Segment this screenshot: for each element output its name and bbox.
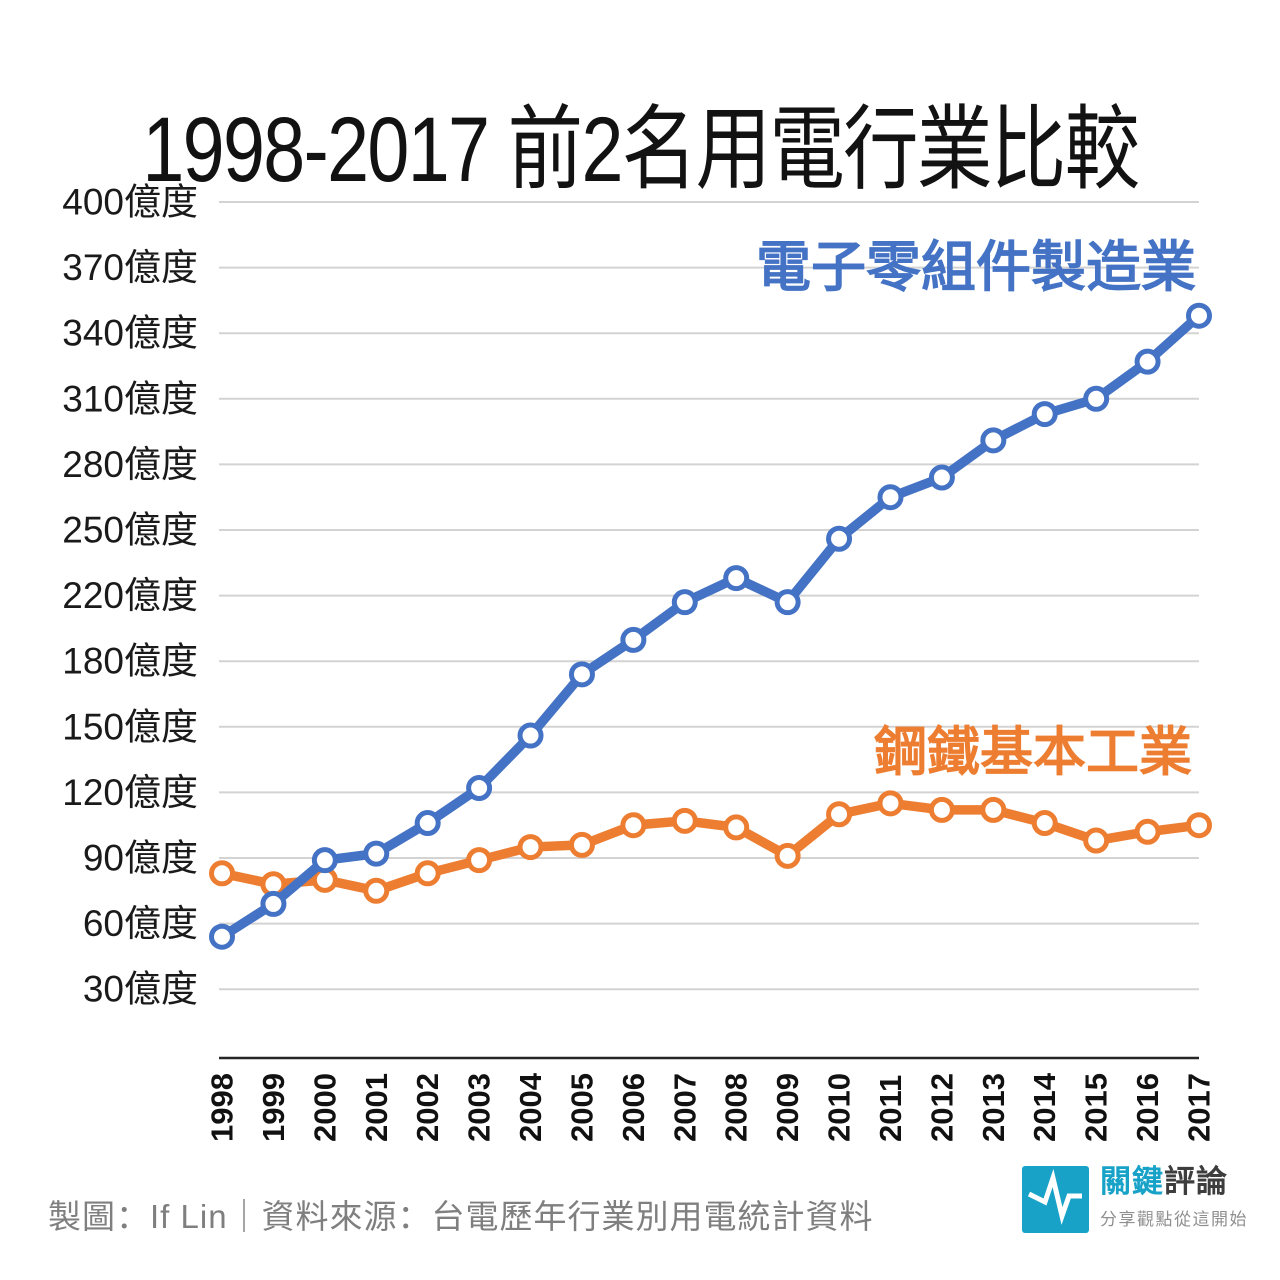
y-tick-label: 250億度 (62, 510, 198, 551)
logo-square (1022, 1166, 1089, 1233)
data-point-marker (1083, 385, 1110, 412)
data-point-marker (1031, 810, 1058, 837)
data-point-marker (568, 831, 595, 858)
data-point-marker (311, 847, 338, 874)
data-point-marker (774, 589, 801, 616)
data-point-marker (826, 801, 853, 828)
data-point-marker (517, 722, 544, 749)
series-label-steel: 鋼鐵基本工業 (874, 724, 1192, 782)
y-tick-label: 90億度 (83, 838, 198, 879)
credit-line: 製圖：If Lin｜資料來源：台電歷年行業別用電統計資料 (48, 1198, 874, 1235)
y-tick-label: 220億度 (62, 575, 198, 616)
y-tick-label: 310億度 (62, 378, 198, 419)
data-point-marker (209, 860, 235, 887)
data-point-marker (774, 842, 801, 869)
data-point-marker (877, 484, 904, 511)
x-tick-label: 2007 (667, 1073, 702, 1142)
data-point-marker (723, 565, 750, 592)
data-point-marker (620, 812, 647, 839)
data-point-marker (826, 525, 853, 552)
data-point-marker (1083, 827, 1110, 854)
x-tick-label: 2013 (976, 1073, 1011, 1142)
data-point-marker (363, 840, 390, 867)
x-tick-label: 2015 (1079, 1073, 1114, 1142)
x-tick-label: 2010 (822, 1073, 857, 1142)
x-tick-label: 2014 (1027, 1072, 1062, 1142)
y-tick-label: 400億度 (62, 182, 198, 223)
pulse-line (1027, 1168, 1082, 1225)
y-tick-label: 280億度 (62, 444, 198, 485)
data-point-marker (363, 877, 390, 904)
x-tick-label: 2009 (770, 1073, 805, 1142)
x-tick-label: 2003 (462, 1073, 497, 1142)
page-title-text: 1998-2017 前2名用電行業比較 (141, 98, 1140, 201)
data-point-marker (209, 923, 235, 950)
y-tick-label: 60億度 (83, 903, 198, 944)
data-point-marker (877, 790, 904, 817)
logo-brand-secondary: 評論 (1164, 1164, 1228, 1199)
data-point-marker (980, 427, 1007, 454)
data-point-marker (928, 796, 955, 823)
x-tick-label: 1999 (256, 1073, 291, 1142)
data-point-marker (723, 814, 750, 841)
x-tick-label: 2004 (513, 1072, 548, 1142)
x-tick-label: 2002 (410, 1073, 445, 1142)
data-point-marker (517, 834, 544, 861)
y-tick-label: 370億度 (62, 247, 198, 288)
logo-text-column: 關鍵評論 分享觀點從這開始 (1100, 1164, 1248, 1230)
pulse-logo-icon (1022, 1166, 1089, 1233)
x-tick-label: 1998 (205, 1073, 240, 1142)
data-point-marker (1186, 302, 1212, 329)
x-tick-label: 2016 (1130, 1073, 1165, 1142)
x-tick-label: 2012 (924, 1073, 959, 1142)
logo-brand-name: 關鍵評論 (1100, 1164, 1248, 1199)
x-tick-label: 2017 (1182, 1073, 1217, 1142)
page-title: 1998-2017 前2名用電行業比較 (0, 98, 1280, 201)
x-tick-label: 2006 (616, 1073, 651, 1142)
data-point-marker (1134, 818, 1161, 845)
data-point-marker (260, 890, 287, 917)
y-tick-label: 180億度 (62, 641, 198, 682)
logo-brand-primary: 關鍵 (1100, 1164, 1164, 1199)
x-tick-label: 2001 (359, 1073, 394, 1142)
data-point-marker (671, 589, 698, 616)
x-tick-label: 2008 (719, 1073, 754, 1142)
data-point-marker (414, 810, 441, 837)
logo-tagline: 分享觀點從這開始 (1100, 1209, 1248, 1229)
data-point-marker (1186, 812, 1212, 839)
y-tick-label: 120億度 (62, 772, 198, 813)
brand-logo: 關鍵評論 分享觀點從這開始 (1022, 1164, 1248, 1233)
data-point-marker (671, 807, 698, 834)
data-point-marker (1031, 401, 1058, 428)
x-tick-label: 2005 (564, 1073, 599, 1142)
y-tick-label: 150億度 (62, 706, 198, 747)
data-point-marker (414, 860, 441, 887)
data-point-marker (980, 796, 1007, 823)
x-tick-label: 2011 (873, 1075, 908, 1142)
data-point-marker (466, 775, 493, 802)
y-tick-label: 340億度 (62, 313, 198, 354)
series-label-electronics: 電子零組件製造業 (755, 237, 1196, 298)
data-point-marker (1134, 348, 1161, 375)
data-point-marker (928, 464, 955, 491)
data-point-marker (568, 661, 595, 688)
y-tick-label: 30億度 (83, 969, 198, 1010)
data-point-marker (620, 626, 647, 653)
data-point-marker (466, 847, 493, 874)
x-tick-label: 2000 (307, 1073, 342, 1142)
